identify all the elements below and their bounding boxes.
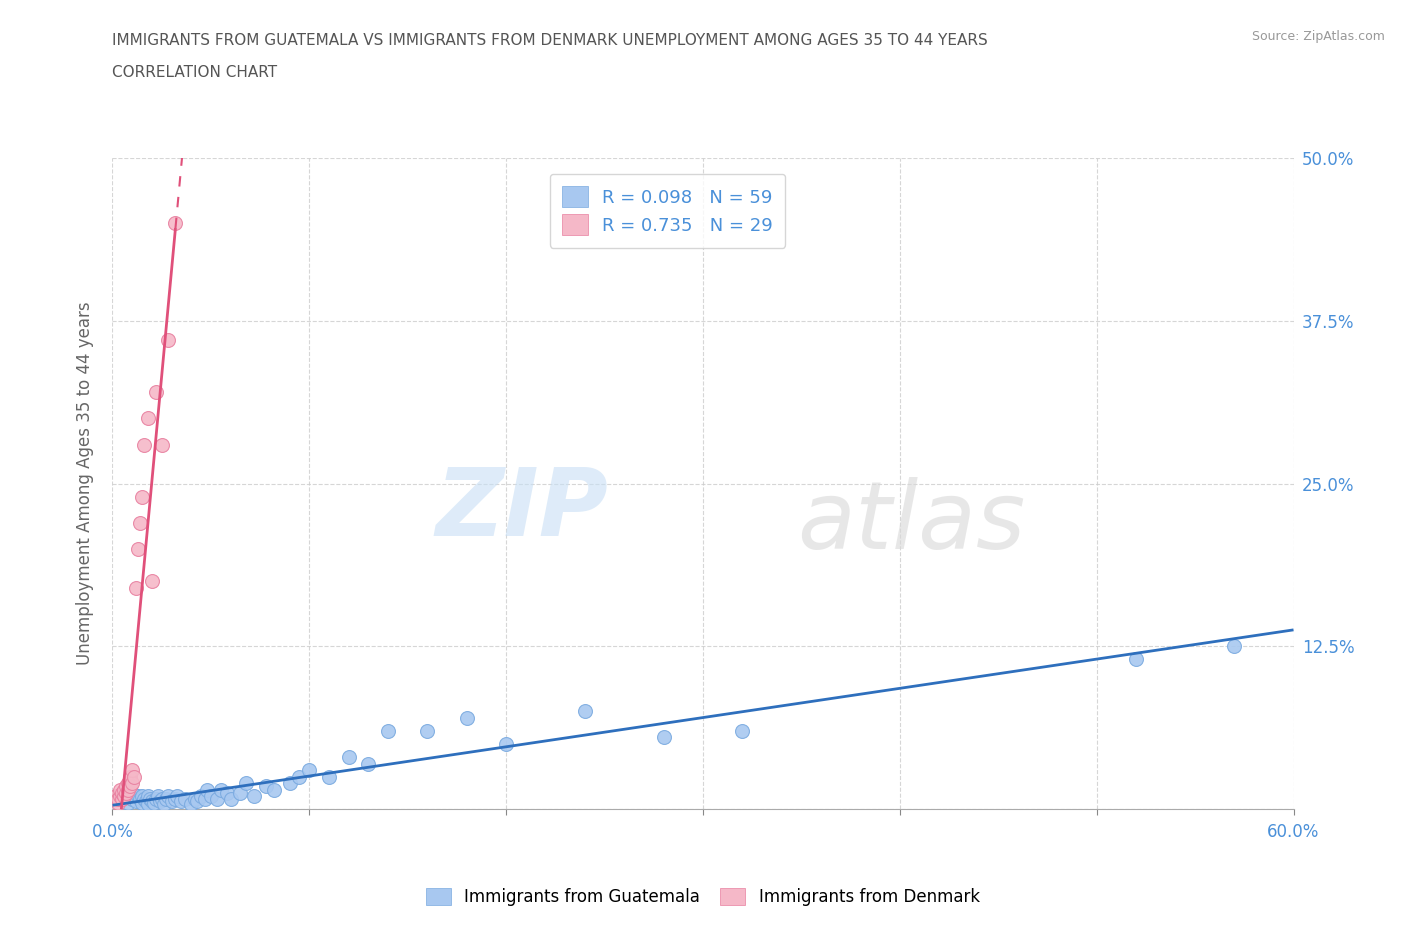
Point [145,791,167,806]
Point [263,782,285,797]
Point [121,763,143,777]
Point [142,795,165,810]
Point [155,791,177,806]
Point [117,776,139,790]
Point [186,794,208,809]
Point [1125,652,1147,667]
Point [288,769,311,784]
Point [1223,639,1246,654]
Point [107,791,129,806]
Point [136,411,159,426]
Point [495,737,517,751]
Point [165,791,187,806]
Text: Source: ZipAtlas.com: Source: ZipAtlas.com [1251,30,1385,43]
Point [184,791,207,806]
Point [195,782,218,797]
Point [156,789,179,804]
Point [180,796,202,811]
Point [150,791,173,806]
Point [120,769,142,784]
Y-axis label: Unemployment Among Ages 35 to 44 years: Unemployment Among Ages 35 to 44 years [76,302,94,665]
Text: ZIP: ZIP [436,464,609,555]
Point [200,789,222,804]
Point [107,795,129,810]
Point [112,789,135,804]
Point [209,782,232,797]
Point [132,791,155,806]
Legend: R = 0.098   N = 59, R = 0.735   N = 29: R = 0.098 N = 59, R = 0.735 N = 29 [550,174,786,248]
Point [152,796,174,811]
Point [121,776,143,790]
Point [105,789,128,804]
Point [166,789,188,804]
Point [298,763,321,777]
Point [110,782,132,797]
Point [574,704,596,719]
Point [229,786,252,801]
Point [278,776,301,790]
Point [243,789,266,804]
Point [205,791,228,806]
Point [125,580,148,595]
Point [115,778,138,793]
Text: CORRELATION CHART: CORRELATION CHART [112,65,277,80]
Text: IMMIGRANTS FROM GUATEMALA VS IMMIGRANTS FROM DENMARK UNEMPLOYMENT AMONG AGES 35 : IMMIGRANTS FROM GUATEMALA VS IMMIGRANTS … [112,33,988,47]
Point [150,437,173,452]
Point [219,791,242,806]
Point [337,750,360,764]
Point [125,794,148,809]
Legend: Immigrants from Guatemala, Immigrants from Denmark: Immigrants from Guatemala, Immigrants fr… [419,881,987,912]
Point [215,786,238,801]
Point [131,789,153,804]
Point [132,437,155,452]
Point [170,794,193,809]
Point [112,782,135,797]
Point [377,724,399,738]
Point [122,769,145,784]
Point [129,791,152,806]
Point [120,778,142,793]
Point [110,789,132,804]
Point [131,795,153,810]
Point [731,724,754,738]
Point [135,794,157,809]
Point [117,782,139,797]
Point [136,796,159,811]
Point [190,789,212,804]
Point [129,515,152,530]
Point [160,794,183,809]
Point [136,789,159,804]
Point [111,786,134,801]
Point [456,711,478,725]
Point [127,789,149,804]
Point [111,789,134,804]
Point [235,776,257,790]
Point [145,385,167,400]
Point [149,794,172,809]
Point [652,730,675,745]
Point [416,724,439,738]
Point [131,489,153,504]
Point [318,769,340,784]
Point [139,791,162,806]
Point [156,333,179,348]
Point [121,791,143,806]
Point [254,778,277,793]
Point [141,794,163,809]
Point [165,216,187,231]
Point [111,791,134,806]
Point [115,786,138,801]
Point [357,756,380,771]
Point [127,541,149,556]
Point [174,791,197,806]
Point [121,786,143,801]
Text: atlas: atlas [797,477,1026,568]
Point [141,574,163,589]
Point [146,789,169,804]
Point [117,795,139,810]
Point [194,791,217,806]
